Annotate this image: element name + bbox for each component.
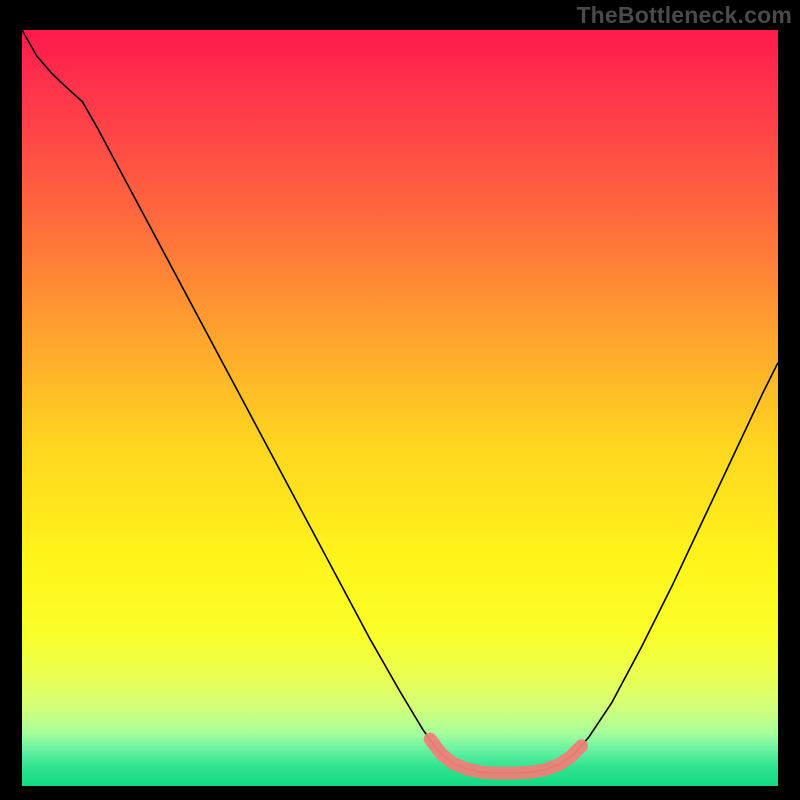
chart-container: TheBottleneck.com [0, 0, 800, 800]
watermark-text: TheBottleneck.com [576, 2, 792, 29]
plot-area [22, 30, 778, 786]
plot-svg [22, 30, 778, 786]
bottleneck-curve [22, 30, 778, 773]
minimum-marker-band [430, 739, 581, 773]
